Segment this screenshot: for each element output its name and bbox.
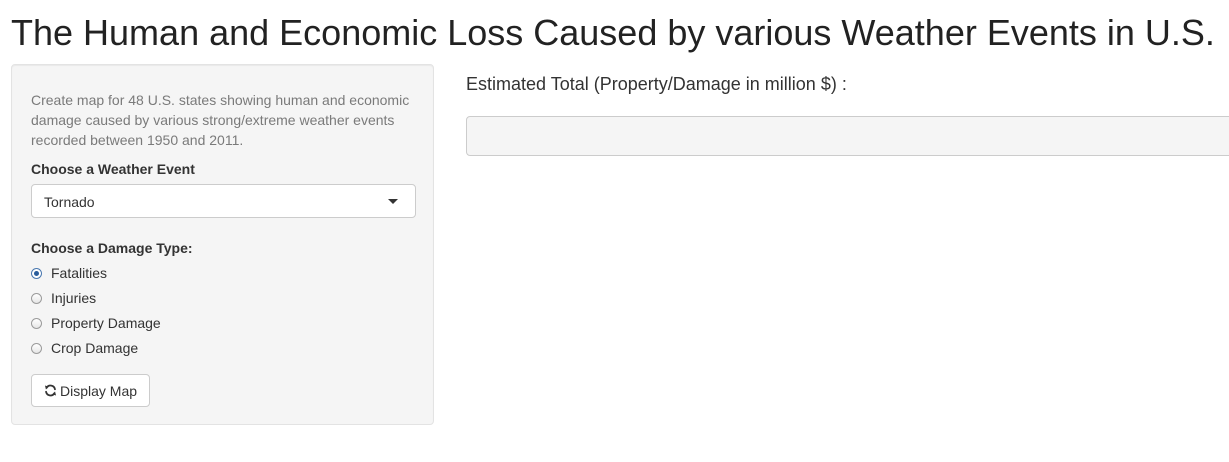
page-title: The Human and Economic Loss Caused by va… — [11, 12, 1215, 53]
estimated-total-output — [466, 116, 1229, 156]
chevron-down-icon[interactable] — [388, 199, 398, 204]
weather-event-select[interactable]: Tornado — [31, 184, 416, 218]
radio-label: Crop Damage — [51, 340, 139, 356]
display-map-button-label: Display Map — [60, 382, 138, 399]
radio-button-checked[interactable] — [31, 267, 42, 279]
display-map-button[interactable]: Display Map — [31, 374, 151, 407]
weather-event-label: Choose a Weather Event — [31, 161, 195, 177]
radio-label: Property Damage — [51, 315, 161, 331]
refresh-icon — [44, 384, 57, 397]
radio-button[interactable] — [31, 292, 42, 304]
damage-type-label: Choose a Damage Type: — [31, 240, 193, 256]
sidebar-panel: Create map for 48 U.S. states showing hu… — [11, 64, 434, 425]
radio-option-injuries[interactable]: Injuries — [31, 288, 96, 308]
radio-button[interactable] — [31, 317, 42, 329]
radio-button[interactable] — [31, 342, 42, 354]
radio-option-crop-damage[interactable]: Crop Damage — [31, 338, 138, 358]
radio-label: Fatalities — [51, 265, 108, 281]
radio-label: Injuries — [51, 290, 97, 306]
estimated-total-label: Estimated Total (Property/Damage in mill… — [466, 74, 847, 94]
radio-option-fatalities[interactable]: Fatalities — [31, 263, 107, 283]
weather-event-selected-value: Tornado — [44, 194, 95, 210]
radio-option-property-damage[interactable]: Property Damage — [31, 313, 161, 333]
app-description: Create map for 48 U.S. states showing hu… — [31, 92, 410, 148]
